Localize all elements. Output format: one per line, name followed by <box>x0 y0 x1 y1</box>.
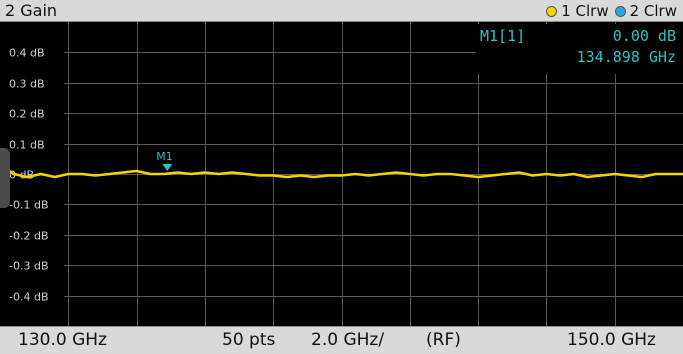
marker-triangle-icon[interactable] <box>162 164 173 171</box>
marker-label: M1 <box>156 150 173 163</box>
trace-line <box>0 163 683 179</box>
y-tick-label: 0.1 dB <box>9 139 45 152</box>
trace-2-dot-icon <box>614 5 626 17</box>
legend-trace-1-label: 1 Clrw <box>561 2 609 20</box>
input-mode: (RF) <box>426 330 461 350</box>
marker-readout-frequency: 134.898 GHz <box>577 48 676 66</box>
frequency-footer: 130.0 GHz 50 pts 2.0 GHz/ (RF) 150.0 GHz <box>0 326 683 354</box>
window-title: 2 Gain <box>5 1 58 20</box>
legend-item-trace-2[interactable]: 2 Clrw <box>614 2 677 20</box>
y-tick-label: 0.2 dB <box>9 108 45 121</box>
y-axis-tick-labels: 0.4 dB0.3 dB0.2 dB0.1 dB0 dB-0.1 dB-0.2 … <box>9 47 49 304</box>
trace-series <box>0 163 683 179</box>
y-tick-label: 0.4 dB <box>9 47 45 60</box>
y-tick-label: 0.3 dB <box>9 78 45 91</box>
y-tick-label: -0.4 dB <box>9 291 49 304</box>
y-tick-label: -0.2 dB <box>9 230 49 243</box>
window-titlebar[interactable]: 2 Gain 1 Clrw 2 Clrw <box>0 0 683 22</box>
marker-readout-name: M1[1] <box>480 27 525 45</box>
sweep-points: 50 pts <box>222 330 276 350</box>
y-tick-label: -0.1 dB <box>9 199 49 212</box>
start-frequency: 130.0 GHz <box>18 330 107 350</box>
trace-1-dot-icon <box>546 5 558 17</box>
legend-trace-2-label: 2 Clrw <box>629 2 677 20</box>
gain-plot[interactable]: 0.4 dB0.3 dB0.2 dB0.1 dB0 dB-0.1 dB-0.2 … <box>0 22 683 326</box>
marker-readout-value: 0.00 dB <box>613 27 676 45</box>
marker-readout-box <box>476 24 683 74</box>
legend-item-trace-1[interactable]: 1 Clrw <box>546 2 609 20</box>
side-panel-handle[interactable] <box>0 148 10 208</box>
trace-markers[interactable]: M1 <box>156 150 173 171</box>
trace-legend: 1 Clrw 2 Clrw <box>546 2 677 20</box>
stop-frequency: 150.0 GHz <box>567 330 656 350</box>
y-tick-label: -0.3 dB <box>9 260 49 273</box>
span-per-division: 2.0 GHz/ <box>311 330 385 350</box>
